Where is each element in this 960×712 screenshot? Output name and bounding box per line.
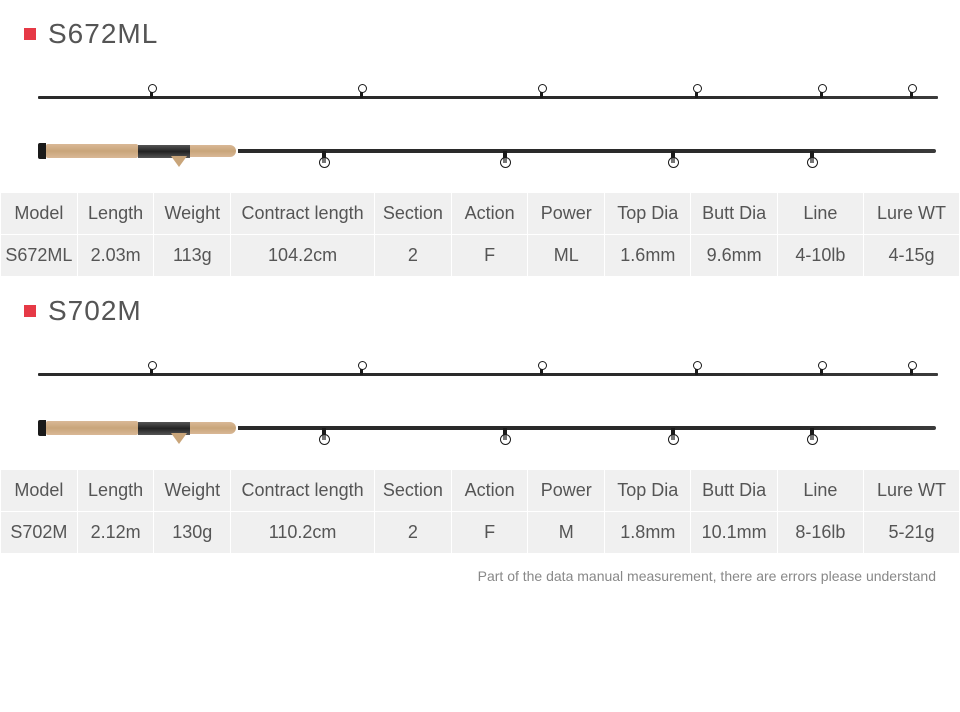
td-weight: 130g xyxy=(154,512,231,554)
td-buttdia: 9.6mm xyxy=(691,235,777,277)
product-section-1: S672ML xyxy=(0,0,960,277)
guide-icon xyxy=(150,365,153,375)
td-action: F xyxy=(451,235,528,277)
th-length: Length xyxy=(77,193,154,235)
guide-icon xyxy=(671,428,675,440)
th-lure: Lure WT xyxy=(864,470,960,512)
td-length: 2.12m xyxy=(77,512,154,554)
title-row: S702M xyxy=(0,277,960,339)
trigger-icon xyxy=(171,433,187,444)
guide-icon xyxy=(910,365,913,375)
guide-icon xyxy=(360,88,363,98)
cork-handle-fore xyxy=(190,422,236,434)
guide-icon xyxy=(540,88,543,98)
td-lure: 4-15g xyxy=(864,235,960,277)
th-topdia: Top Dia xyxy=(605,193,691,235)
td-contract: 104.2cm xyxy=(231,235,375,277)
th-buttdia: Butt Dia xyxy=(691,193,777,235)
th-section: Section xyxy=(375,193,452,235)
table-header-row: Model Length Weight Contract length Sect… xyxy=(1,470,960,512)
td-action: F xyxy=(451,512,528,554)
th-contract: Contract length xyxy=(231,193,375,235)
product-title: S672ML xyxy=(48,18,158,50)
th-section: Section xyxy=(375,470,452,512)
butt-cap xyxy=(38,420,46,436)
guide-icon xyxy=(820,365,823,375)
cork-handle-fore xyxy=(190,145,236,157)
guide-icon xyxy=(360,365,363,375)
guide-icon xyxy=(503,428,507,440)
th-model: Model xyxy=(1,193,78,235)
disclaimer-text: Part of the data manual measurement, the… xyxy=(0,554,960,584)
spec-table-2: Model Length Weight Contract length Sect… xyxy=(0,469,960,554)
rod-tip-section xyxy=(38,373,938,376)
trigger-icon xyxy=(171,156,187,167)
th-power: Power xyxy=(528,470,605,512)
td-line: 8-16lb xyxy=(777,512,863,554)
th-power: Power xyxy=(528,193,605,235)
guide-icon xyxy=(820,88,823,98)
td-buttdia: 10.1mm xyxy=(691,512,777,554)
td-model: S672ML xyxy=(1,235,78,277)
guide-icon xyxy=(810,428,814,440)
guide-icon xyxy=(540,365,543,375)
guide-icon xyxy=(671,151,675,163)
title-row: S672ML xyxy=(0,0,960,62)
rod-illustration-1 xyxy=(0,62,960,192)
th-model: Model xyxy=(1,470,78,512)
th-weight: Weight xyxy=(154,470,231,512)
th-topdia: Top Dia xyxy=(605,470,691,512)
td-contract: 110.2cm xyxy=(231,512,375,554)
bullet-icon xyxy=(24,28,36,40)
table-row: S672ML 2.03m 113g 104.2cm 2 F ML 1.6mm 9… xyxy=(1,235,960,277)
th-line: Line xyxy=(777,193,863,235)
td-power: ML xyxy=(528,235,605,277)
rod-blank xyxy=(238,149,936,153)
butt-cap xyxy=(38,143,46,159)
td-power: M xyxy=(528,512,605,554)
rod-blank xyxy=(238,426,936,430)
th-length: Length xyxy=(77,470,154,512)
td-model: S702M xyxy=(1,512,78,554)
th-action: Action xyxy=(451,470,528,512)
td-length: 2.03m xyxy=(77,235,154,277)
guide-icon xyxy=(322,151,326,163)
td-topdia: 1.8mm xyxy=(605,512,691,554)
td-lure: 5-21g xyxy=(864,512,960,554)
th-action: Action xyxy=(451,193,528,235)
td-topdia: 1.6mm xyxy=(605,235,691,277)
th-contract: Contract length xyxy=(231,470,375,512)
cork-handle-rear xyxy=(46,421,138,435)
guide-icon xyxy=(695,88,698,98)
bullet-icon xyxy=(24,305,36,317)
spec-table-1: Model Length Weight Contract length Sect… xyxy=(0,192,960,277)
cork-handle-rear xyxy=(46,144,138,158)
guide-icon xyxy=(910,88,913,98)
table-row: S702M 2.12m 130g 110.2cm 2 F M 1.8mm 10.… xyxy=(1,512,960,554)
th-line: Line xyxy=(777,470,863,512)
product-title: S702M xyxy=(48,295,142,327)
rod-illustration-2 xyxy=(0,339,960,469)
td-section: 2 xyxy=(375,512,452,554)
td-section: 2 xyxy=(375,235,452,277)
guide-icon xyxy=(810,151,814,163)
guide-icon xyxy=(695,365,698,375)
th-lure: Lure WT xyxy=(864,193,960,235)
guide-icon xyxy=(503,151,507,163)
rod-butt-section xyxy=(38,142,936,160)
td-line: 4-10lb xyxy=(777,235,863,277)
th-weight: Weight xyxy=(154,193,231,235)
table-header-row: Model Length Weight Contract length Sect… xyxy=(1,193,960,235)
product-section-2: S702M xyxy=(0,277,960,554)
reel-seat xyxy=(138,422,190,435)
th-buttdia: Butt Dia xyxy=(691,470,777,512)
rod-butt-section xyxy=(38,419,936,437)
reel-seat xyxy=(138,145,190,158)
rod-tip-section xyxy=(38,96,938,99)
td-weight: 113g xyxy=(154,235,231,277)
guide-icon xyxy=(150,88,153,98)
guide-icon xyxy=(322,428,326,440)
